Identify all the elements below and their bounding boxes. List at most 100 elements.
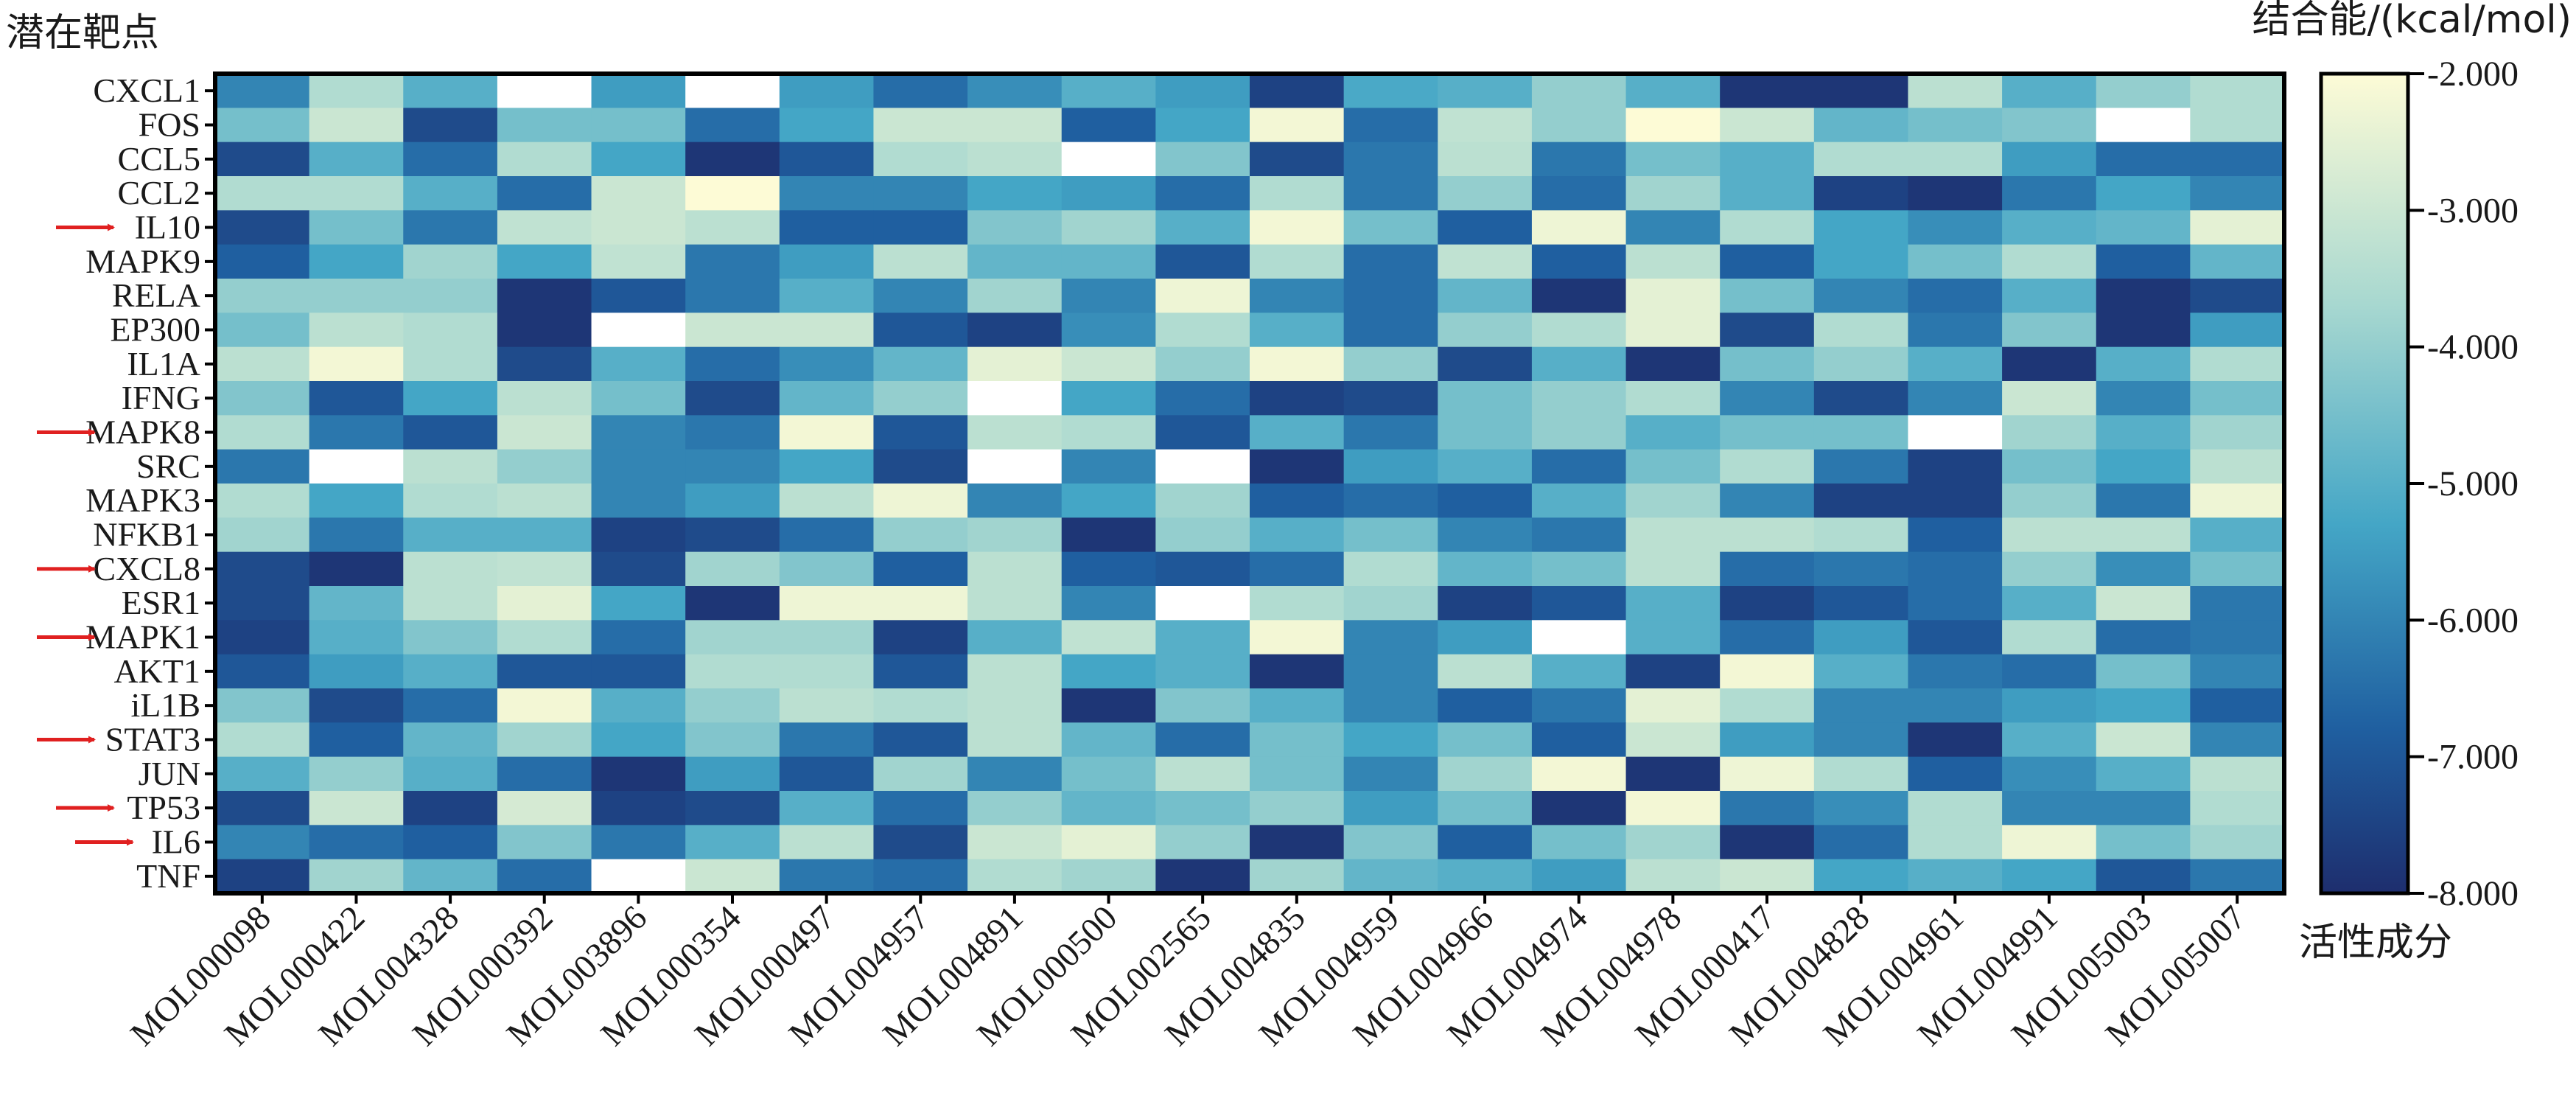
heatmap-cell: [685, 654, 780, 689]
heatmap-cell: [2002, 415, 2097, 450]
heatmap-cell: [2002, 313, 2097, 348]
y-tick-label: CXCL8: [93, 550, 200, 587]
heatmap-cell: [1720, 517, 1815, 553]
heatmap-cell: [591, 142, 686, 177]
heatmap-cell: [873, 279, 968, 313]
heatmap-cell: [309, 449, 404, 484]
heatmap-cell: [403, 74, 498, 108]
heatmap-cell: [1250, 825, 1345, 860]
heatmap-cell: [309, 142, 404, 177]
heatmap-cell: [215, 551, 310, 587]
heatmap-cell: [309, 176, 404, 211]
heatmap-cell: [1813, 449, 1909, 484]
heatmap-cell: [1438, 381, 1533, 416]
heatmap-cell: [2002, 449, 2097, 484]
heatmap-cell: [1061, 586, 1156, 621]
heatmap-cell: [1720, 825, 1815, 860]
heatmap-cell: [1813, 859, 1909, 894]
heatmap-cell: [215, 313, 310, 348]
heatmap-cell: [309, 551, 404, 587]
heatmap-cell: [1908, 381, 2003, 416]
heatmap-cell: [1813, 176, 1909, 211]
heatmap-cell: [1625, 517, 1721, 553]
heatmap-cell: [1061, 517, 1156, 553]
heatmap-cell: [1250, 688, 1345, 723]
heatmap-cell: [1720, 381, 1815, 416]
heatmap-cell: [1061, 859, 1156, 894]
heatmap-cell: [591, 313, 686, 348]
heatmap-cell: [685, 313, 780, 348]
heatmap-cell: [685, 517, 780, 553]
heatmap-cell: [1250, 620, 1345, 655]
heatmap-cell: [967, 313, 1063, 348]
heatmap-cell: [1438, 244, 1533, 279]
heatmap-cell: [591, 859, 686, 894]
heatmap-cell: [1438, 688, 1533, 723]
heatmap-cell: [1343, 142, 1438, 177]
heatmap-cell: [779, 688, 875, 723]
heatmap-cell: [1908, 279, 2003, 313]
heatmap-cell: [685, 176, 780, 211]
heatmap-cell: [967, 484, 1063, 518]
heatmap-cell: [1625, 313, 1721, 348]
heatmap-cell: [1155, 313, 1250, 348]
heatmap-cell: [497, 551, 592, 587]
heatmap-cell: [403, 654, 498, 689]
y-tick-label: IL6: [152, 823, 200, 861]
heatmap-cell: [1625, 74, 1721, 108]
heatmap-cell: [2190, 825, 2285, 860]
y-tick-label: EP300: [110, 311, 200, 349]
heatmap-cell: [1531, 108, 1627, 143]
heatmap-cell: [1061, 108, 1156, 143]
heatmap-cell: [779, 484, 875, 518]
heatmap-cell: [497, 313, 592, 348]
heatmap-cell: [1625, 108, 1721, 143]
heatmap-cell: [403, 313, 498, 348]
heatmap-cell: [779, 210, 875, 245]
heatmap-cell: [1155, 449, 1250, 484]
heatmap-cell: [1531, 517, 1627, 553]
heatmap-cell: [2002, 722, 2097, 758]
heatmap-cell: [967, 279, 1063, 313]
heatmap-cell: [591, 551, 686, 587]
heatmap-cell: [1908, 484, 2003, 518]
heatmap-cell: [2096, 756, 2191, 792]
heatmap-cell: [1908, 74, 2003, 108]
heatmap-cell: [1061, 484, 1156, 518]
heatmap-cell: [1813, 108, 1909, 143]
heatmap-cell: [497, 586, 592, 621]
heatmap-cell: [1343, 108, 1438, 143]
heatmap-cell: [591, 688, 686, 723]
heatmap-cell: [1720, 859, 1815, 894]
heatmap-cell: [685, 381, 780, 416]
heatmap-cell: [1908, 449, 2003, 484]
heatmap-cell: [1813, 142, 1909, 177]
heatmap-cell: [1813, 313, 1909, 348]
heatmap-cell: [1908, 313, 2003, 348]
heatmap-cell: [779, 551, 875, 587]
heatmap-cell: [591, 722, 686, 758]
heatmap-cell: [1720, 586, 1815, 621]
heatmap-cell: [779, 313, 875, 348]
heatmap-cell: [2096, 381, 2191, 416]
heatmap-cell: [2190, 313, 2285, 348]
heatmap-cell: [1438, 586, 1533, 621]
heatmap-cell: [1438, 791, 1533, 826]
heatmap-cell: [1250, 586, 1345, 621]
heatmap-cell: [1531, 688, 1627, 723]
heatmap-cell: [215, 586, 310, 621]
heatmap-cell: [591, 517, 686, 553]
heatmap-cell: [967, 654, 1063, 689]
heatmap-cell: [779, 620, 875, 655]
heatmap-cell: [685, 346, 780, 382]
y-tick-label: FOS: [139, 106, 200, 144]
heatmap-cell: [1720, 791, 1815, 826]
heatmap-cell: [685, 620, 780, 655]
heatmap-cell: [1813, 346, 1909, 382]
heatmap-cell: [873, 654, 968, 689]
heatmap-cell: [685, 586, 780, 621]
heatmap-cell: [1155, 688, 1250, 723]
colorbar-tick-label: -2.000: [2427, 55, 2519, 94]
colorbar-title: 结合能/(kcal/mol): [2252, 0, 2572, 42]
heatmap-cell: [1155, 825, 1250, 860]
